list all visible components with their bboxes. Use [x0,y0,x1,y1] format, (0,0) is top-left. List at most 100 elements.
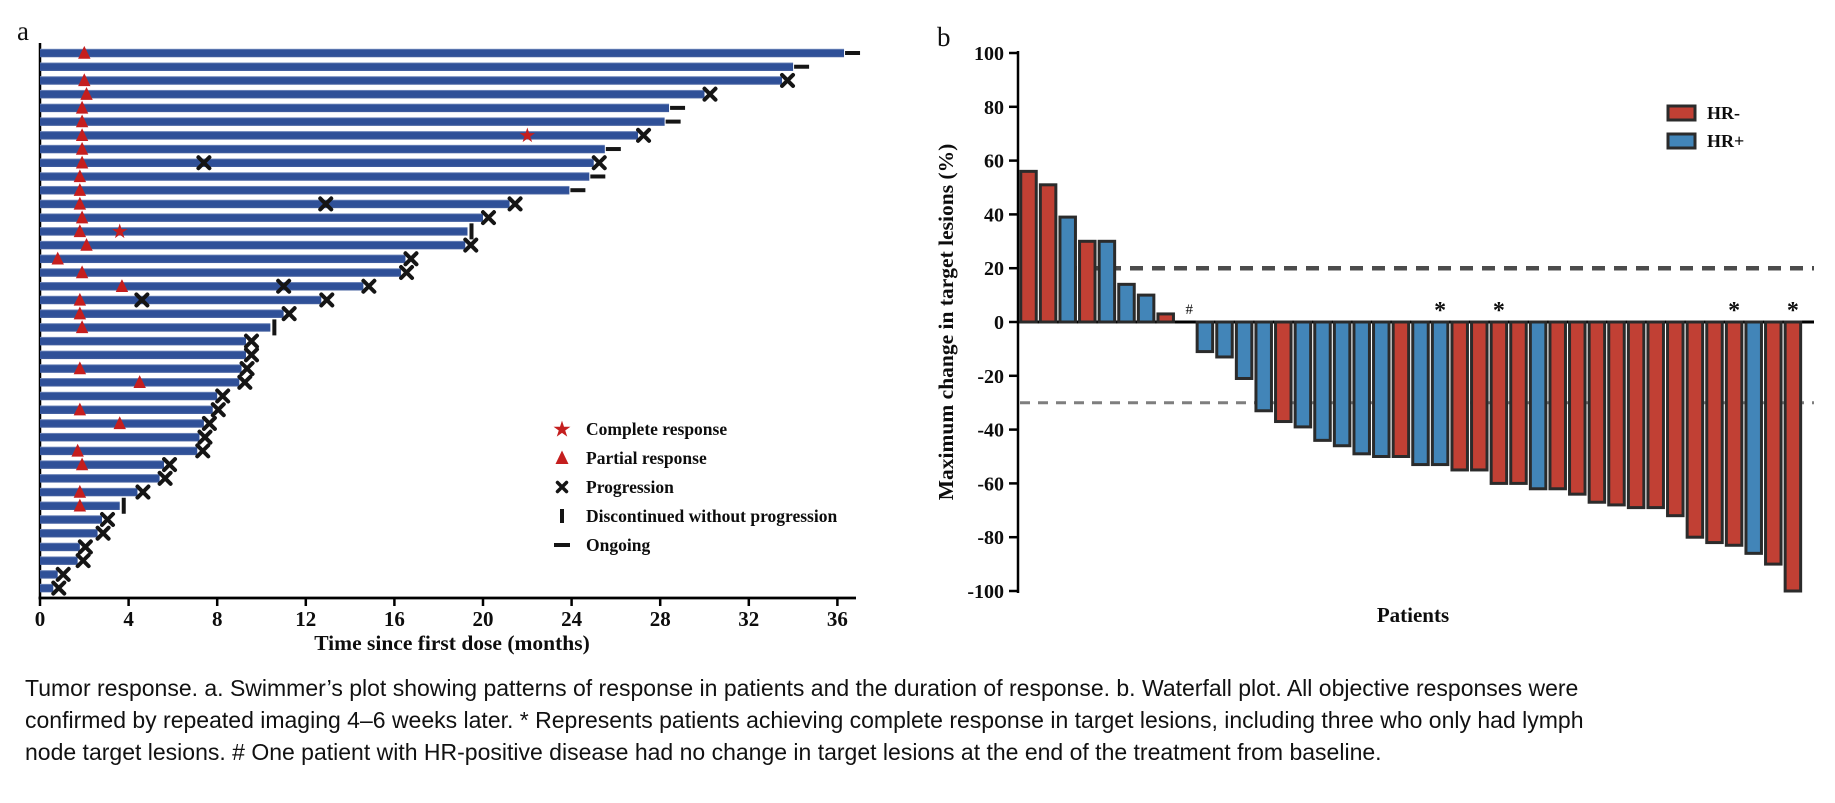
partial-response-triangle-icon [75,100,89,114]
swim-bar [40,185,570,195]
swim-bar [40,474,160,483]
partial-response-triangle-icon [80,237,93,251]
waterfall-y-tick-label: 0 [994,312,1004,334]
waterfall-bar [1744,320,1763,555]
partial-response-triangle-icon [73,402,87,416]
progression-cross-icon [196,155,212,171]
partial-response-triangle-icon [115,279,129,292]
waterfall-bar [1430,320,1450,467]
waterfall-legend-swatch [1666,132,1697,150]
progression-end-cross-icon [481,210,496,226]
panel-b-label: b [937,22,951,52]
figure-caption: Tumor response. a. Swimmer’s plot showin… [25,672,1830,768]
legend-label: Progression [586,477,674,497]
partial-response-triangle-icon [75,457,89,471]
swim-bar [40,172,590,181]
waterfall-legend-label: HR- [1707,103,1740,123]
waterfall-bar [1215,320,1234,359]
swimmer-x-tick-label: 20 [473,607,494,631]
swim-bar [40,254,406,264]
waterfall-plot: 100 80 60 40 20 0 -20 -40 -60 -80 -100 Maximum chan… [934,43,1814,627]
waterfall-bar [1234,320,1254,380]
swim-bar [40,487,138,497]
swim-bar [40,570,58,579]
waterfall-bar [1489,320,1509,485]
partial-response-triangle-icon [73,183,87,196]
swim-bar [40,515,103,524]
waterfall-bar [1293,320,1313,429]
figure-svg: 0 4 8 12 16 20 24 28 32 36 Time since first dose (… [35,43,1814,655]
progression-end-cross-icon [403,251,419,267]
swim-bar [40,281,364,291]
waterfall-bar [1372,320,1391,458]
waterfall-x-axis-title: Patients [1377,603,1449,627]
partial-response-triangle-icon [133,375,146,388]
progression-end-cross-icon [201,415,217,431]
progression-end-cross-icon [157,470,173,486]
swim-bar [40,158,594,168]
waterfall-y-tick-label: 60 [984,151,1004,173]
partial-response-triangle-icon [75,128,89,142]
waterfall-y-axis-title: Maximum change in target lesions (%) [934,144,958,501]
waterfall-y-tick-label: -80 [977,527,1004,549]
swim-bar [40,405,213,414]
waterfall-bar [1509,320,1528,485]
swim-bar [40,323,271,332]
legend-cross-icon [555,480,569,494]
swimmer-x-axis-title: Time since first dose (months) [314,631,590,655]
swim-bar [40,268,402,277]
waterfall-bar [1548,320,1567,491]
waterfall-bar [1352,320,1371,456]
waterfall-bar [1391,320,1411,458]
partial-response-triangle-icon [78,45,91,59]
swimmer-x-tick-label: 24 [561,607,583,631]
partial-response-triangle-icon [75,114,89,128]
swimmer-x-tick-label: 32 [738,607,759,631]
progression-end-cross-icon [507,196,523,212]
partial-response-triangle-icon [73,169,87,183]
caption-line-2: confirmed by repeated imaging 4–6 weeks … [25,707,1584,733]
swim-bar [40,76,783,85]
swim-bar [40,103,670,113]
partial-response-triangle-icon [78,73,91,87]
progression-end-cross-icon [51,580,67,596]
partial-response-triangle-icon [51,251,64,265]
swim-bar [40,295,322,305]
waterfall-bar [1587,320,1607,504]
waterfall-bar [1274,320,1293,424]
swimmer-x-tick-label: 4 [123,607,134,631]
partial-response-triangle-icon [71,443,84,457]
legend-label: Discontinued without progression [586,506,837,526]
legend-label: Complete response [586,419,727,439]
waterfall-legend-label: HR+ [1707,131,1744,151]
partial-response-triangle-icon [75,320,89,334]
waterfall-bar [1117,282,1136,324]
complete-response-asterisk-annotation: * [1434,298,1446,324]
partial-response-triangle-icon [80,87,93,100]
legend-star-icon: ★ [552,417,572,442]
progression-cross-icon [318,196,334,212]
progression-end-cross-icon [243,347,259,363]
waterfall-bar [1470,320,1489,472]
waterfall-bar [1724,320,1744,547]
progression-end-cross-icon [100,511,116,527]
swim-bar [40,309,284,318]
progression-cross-icon [276,278,292,294]
partial-response-triangle-icon [75,210,89,224]
waterfall-bar [1254,320,1273,413]
swim-bar [40,391,218,401]
panel-a-label: a [17,16,29,46]
waterfall-bar [1195,320,1215,354]
waterfall-bar [1038,183,1058,324]
progression-end-cross-icon [197,429,213,445]
waterfall-bar [1313,320,1332,442]
progression-end-cross-icon [77,539,93,555]
waterfall-y-tick-label: 40 [984,204,1004,226]
partial-response-triangle-icon [75,265,89,279]
waterfall-bar [1705,320,1724,545]
swim-bar [40,350,246,360]
progression-end-cross-icon [463,237,479,253]
progression-end-cross-icon [281,306,297,322]
swim-bar [40,48,845,58]
swim-bar [40,199,510,209]
